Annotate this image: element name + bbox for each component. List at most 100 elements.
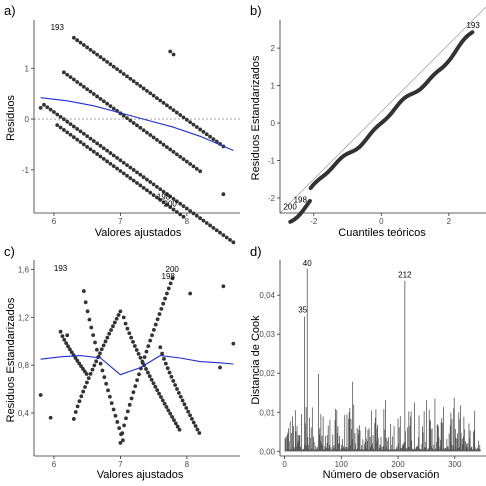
panel-a-point (158, 140, 163, 145)
panel-a-point (75, 38, 80, 43)
panel-c-point (188, 413, 192, 418)
panel-c-point (142, 355, 147, 360)
panel-a-point (52, 110, 56, 114)
panel-c-point (131, 339, 135, 344)
panel-a-point (108, 62, 113, 67)
panel-d-y-axis-title: Distancia de Cook (250, 315, 262, 405)
panel-a-point (38, 105, 43, 110)
panel-a-point (178, 201, 183, 206)
panel-a-point (91, 92, 96, 96)
panel-a-point (138, 84, 143, 88)
panel-c-y-tick-label: 1,6 (18, 266, 30, 275)
panel-a-point (101, 146, 106, 151)
panel-c-point (157, 312, 162, 316)
panel-a-point (71, 124, 76, 129)
panel-a-y-tick-label: -1 (22, 166, 30, 175)
panel-d-point-label: 40 (303, 259, 312, 268)
panel-a-point (224, 235, 229, 240)
panel-c-point (195, 427, 200, 432)
panel-c-point (140, 359, 145, 364)
panel-c-point (73, 410, 78, 414)
panel-c-point (132, 344, 137, 348)
panel-c-point-label: 193 (54, 264, 68, 273)
panel-a-point (148, 180, 153, 184)
panel-c-point (48, 415, 53, 420)
panel-a-point (218, 230, 222, 235)
panel-c-point (75, 404, 80, 409)
panel-a-x-axis-title: Valores ajustados (95, 227, 182, 239)
panel-c-point (91, 333, 96, 338)
panel-c-point (162, 356, 166, 361)
panel-a-point (148, 91, 153, 96)
panel-c-point (188, 291, 193, 296)
panel-d-x-tick-label: 100 (335, 460, 349, 469)
panel-a-point (58, 125, 63, 130)
panel-c-point (153, 384, 158, 389)
panel-c-point (172, 418, 176, 423)
panel-c-point (175, 424, 180, 429)
panel-c-point (221, 284, 226, 289)
panel-b-point (470, 30, 475, 35)
panel-c-point (147, 374, 152, 379)
panel-a-point (171, 108, 176, 113)
panel-d-letter: d) (250, 244, 262, 259)
panel-a-point (168, 205, 173, 210)
panel-a-point (145, 130, 149, 135)
panel-c-point (112, 320, 117, 325)
panel-a-point (198, 216, 203, 221)
panel-a-point (65, 130, 70, 135)
panel-b: b) Cuantiles teóricos Residuos Estandari… (250, 3, 486, 239)
panel-c-point (66, 344, 70, 349)
panel-a-point (62, 117, 66, 122)
panel-c-point (94, 359, 99, 364)
panel-b-point (308, 198, 312, 203)
panel-c-point (180, 398, 185, 403)
panel-c-point (107, 394, 112, 399)
panel-c-point (151, 381, 156, 386)
panel-a-point (88, 89, 93, 94)
panel-c-point (165, 366, 170, 371)
panel-c-point (118, 309, 123, 314)
panel-a-point (171, 207, 176, 212)
panel-c-point (197, 431, 202, 435)
panel-c-point (111, 324, 115, 329)
panel-c-x-tick-label: 6 (52, 460, 57, 469)
panel-b-point-label: 198 (294, 196, 308, 205)
panel-d-y-tick-label: 0,02 (259, 369, 275, 378)
panel-a-point (174, 110, 179, 115)
panel-c-point (92, 363, 97, 368)
panel-c-point (170, 276, 175, 281)
panel-a-point (115, 166, 119, 171)
panel-c-point (182, 402, 187, 407)
panel-c-point (75, 358, 80, 363)
panel-c-point (109, 328, 113, 332)
panel-a-x-tick-label: 6 (52, 217, 57, 226)
panel-c-point (129, 396, 134, 401)
panel-a-point (108, 161, 113, 166)
panel-c-point (99, 347, 104, 352)
panel-a-point (128, 76, 133, 81)
panel-a-point (231, 240, 236, 245)
panel-c-point (81, 389, 86, 394)
panel-c-point (159, 395, 163, 399)
panel-c-point (155, 388, 160, 393)
panel-a-point (101, 57, 106, 62)
panel-c-point (115, 420, 120, 424)
panel-a-point (135, 81, 139, 86)
panel-a-point (98, 96, 103, 101)
panel-a-point (181, 204, 186, 209)
panel-c: c) Valores ajustados Residuos Estandariz… (4, 244, 240, 481)
panel-a-point (188, 120, 193, 125)
panel-a-point (121, 171, 126, 176)
panel-c-point (120, 431, 125, 436)
panel-a-point (171, 150, 176, 154)
panel-b-point-label: 200 (283, 202, 297, 211)
panel-c-point (136, 352, 141, 356)
panel-c-point (94, 347, 99, 352)
panel-c-point (84, 380, 89, 385)
panel-c-point (175, 387, 179, 391)
panel-a-point (155, 195, 159, 200)
panel-a-point (191, 164, 196, 169)
